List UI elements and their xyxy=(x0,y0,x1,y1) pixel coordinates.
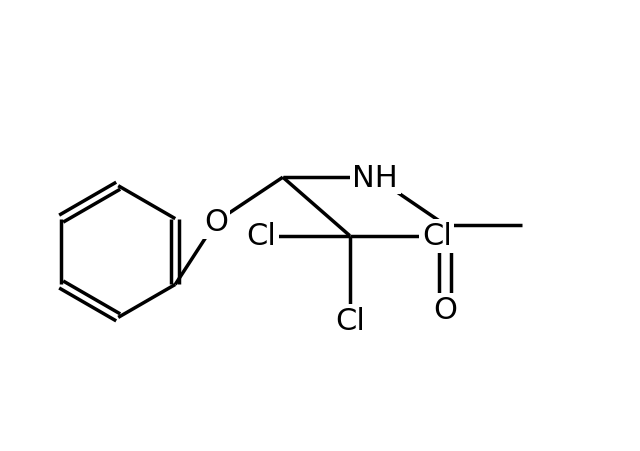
Text: Cl: Cl xyxy=(422,221,452,251)
Text: Cl: Cl xyxy=(335,306,365,336)
Text: O: O xyxy=(433,296,458,325)
Text: Cl: Cl xyxy=(246,221,276,251)
Text: O: O xyxy=(204,208,228,237)
Text: NH: NH xyxy=(353,163,398,192)
